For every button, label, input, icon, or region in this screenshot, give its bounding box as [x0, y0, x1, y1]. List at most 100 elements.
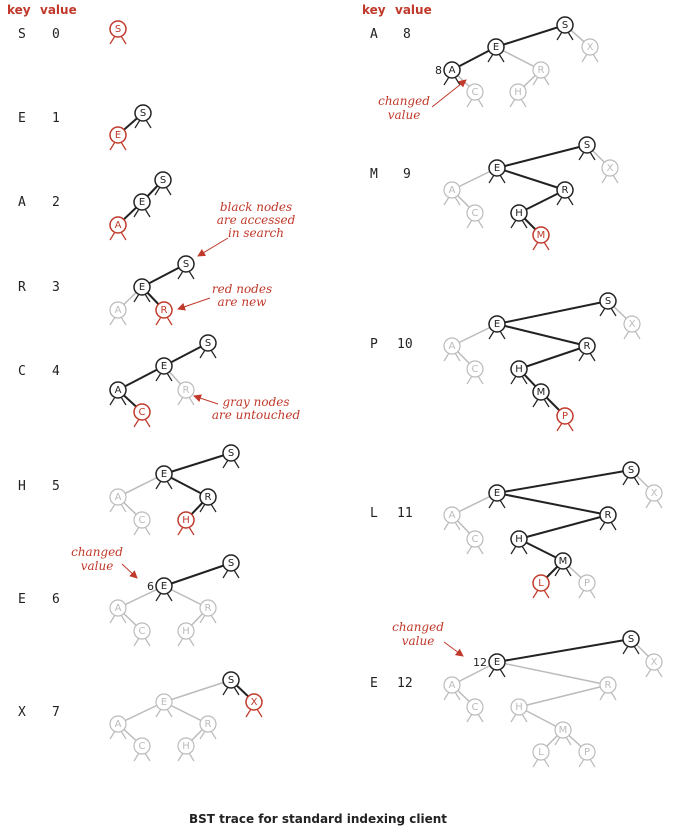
step-value: 6: [52, 592, 60, 607]
tree-node-P: P: [556, 407, 574, 432]
tree-node-E: E: [109, 126, 127, 151]
node-key-label: H: [515, 208, 523, 219]
node-key-label: S: [205, 338, 211, 349]
null-link: [109, 503, 116, 513]
node-key-label: S: [228, 558, 234, 569]
null-link: [177, 526, 184, 536]
null-link: [589, 758, 596, 768]
null-link: [188, 396, 195, 406]
tree-node-S: S: [556, 16, 574, 41]
node-circle: [645, 484, 663, 502]
null-link: [578, 589, 585, 599]
tree-node-A: A: [443, 181, 461, 206]
node-key-label: M: [559, 556, 568, 567]
node-key-label: S: [183, 259, 189, 270]
annotation-line: gray nodes: [222, 395, 289, 409]
null-link: [567, 422, 574, 432]
null-link: [477, 98, 484, 108]
annotation-red-nodes: red nodes are new: [177, 282, 272, 311]
null-link: [210, 349, 217, 359]
null-link: [177, 396, 184, 406]
tree-edges: [451, 469, 655, 584]
null-link: [567, 196, 574, 206]
null-link: [510, 375, 517, 385]
null-link: [645, 668, 652, 678]
null-link: [633, 476, 640, 486]
null-link: [188, 752, 195, 762]
null-link: [133, 526, 140, 536]
header-key-right: key: [362, 3, 386, 17]
node-key-label: E: [494, 319, 500, 330]
null-link: [245, 708, 252, 718]
tree-edge: [163, 452, 232, 475]
tree-node-H: H: [177, 511, 195, 536]
tree-node-E: E: [133, 278, 151, 303]
null-link: [499, 668, 506, 678]
null-link: [592, 53, 599, 63]
tree-node-H: H: [510, 204, 528, 229]
node-key-label: S: [628, 465, 634, 476]
step-value: 9: [403, 167, 411, 182]
null-link: [166, 316, 173, 326]
node-circle: [154, 171, 172, 189]
node-key-label: L: [538, 747, 544, 758]
tree-node-E: E: [487, 38, 505, 63]
node-circle: [245, 693, 263, 711]
node-key-label: H: [515, 364, 523, 375]
tree-node-E: E: [155, 357, 173, 382]
null-link: [509, 98, 516, 108]
null-link: [510, 219, 517, 229]
node-circle: [443, 61, 461, 79]
null-link: [256, 708, 263, 718]
node-key-label: A: [449, 680, 456, 691]
node-circle: [109, 20, 127, 38]
null-link: [233, 459, 240, 469]
null-link: [488, 499, 495, 509]
tree-edge: [496, 492, 609, 516]
node-key-label: R: [183, 385, 190, 396]
node-circle: [155, 357, 173, 375]
tree-node-H: H: [177, 737, 195, 762]
null-link: [120, 35, 127, 45]
node-key-label: E: [161, 361, 167, 372]
tree-node-A: A: [109, 216, 127, 241]
annotation-line: changed: [392, 620, 444, 634]
node-key-label: E: [161, 697, 167, 708]
tree-node-M: M: [532, 226, 550, 251]
null-link: [199, 503, 206, 513]
null-link: [610, 521, 617, 531]
node-circle: [133, 193, 151, 211]
null-link: [120, 503, 127, 513]
null-link: [144, 637, 151, 647]
tree-node-C: C: [133, 737, 151, 762]
null-link: [554, 567, 561, 577]
null-link: [610, 307, 617, 317]
null-link: [656, 499, 663, 509]
tree-node-E: E: [133, 193, 151, 218]
node-key-label: A: [449, 65, 456, 76]
step-value: 10: [397, 337, 413, 352]
null-link: [633, 645, 640, 655]
node-circle: [109, 715, 127, 733]
null-link: [622, 645, 629, 655]
tree-node-S: S: [109, 20, 127, 45]
node-circle: [488, 484, 506, 502]
node-circle: [443, 506, 461, 524]
tree-node-E: E: [488, 484, 506, 509]
null-link: [443, 196, 450, 206]
tree-node-A: A: [109, 488, 127, 513]
annotation-arrow: [431, 79, 467, 108]
tree-node-S: S: [222, 444, 240, 469]
node-key-label: C: [472, 208, 479, 219]
null-link: [120, 614, 127, 624]
step-value: 3: [52, 280, 60, 295]
bst-tree-step-8: S E X A8 R C H: [435, 16, 599, 108]
node-key-label: S: [228, 448, 234, 459]
node-value-label: 12: [473, 656, 487, 669]
node-key-label: A: [449, 510, 456, 521]
